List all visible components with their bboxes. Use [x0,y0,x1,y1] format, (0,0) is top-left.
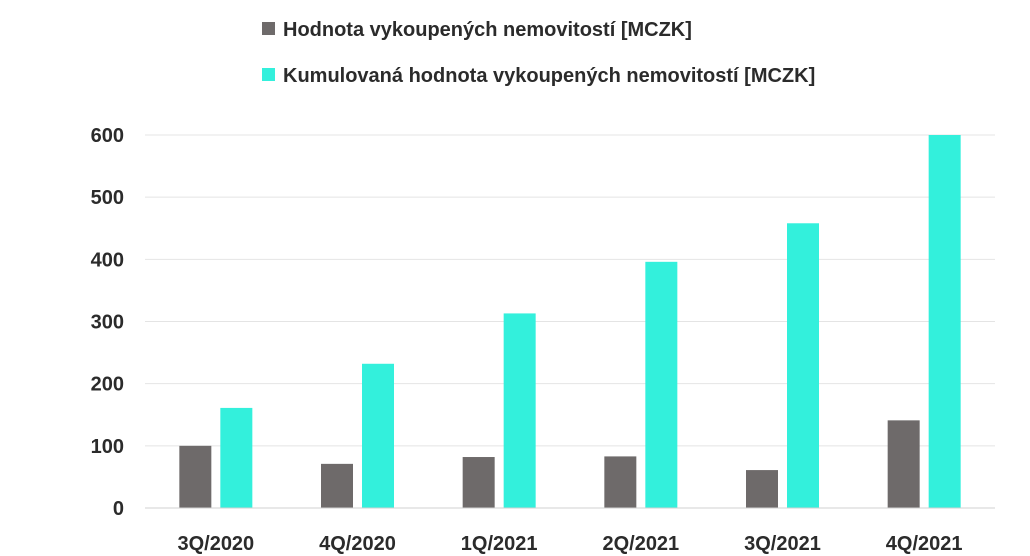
legend-swatch-2 [262,68,275,81]
bars [179,135,961,508]
y-tick-label: 300 [91,312,124,334]
x-tick-label: 2Q/2021 [602,533,679,555]
bar-hodnota-3Q/2021 [746,470,778,508]
x-tick-label: 3Q/2021 [744,533,821,555]
legend-item-1: Hodnota vykoupených nemovitostí [MCZK] [262,19,692,41]
bar-kumulovana-4Q/2021 [928,135,961,508]
x-tick-label: 1Q/2021 [461,533,538,555]
y-tick-label: 500 [91,187,124,209]
legend-label-2: Kumulovaná hodnota vykoupených nemovitos… [283,65,815,87]
y-tick-label: 200 [91,374,124,396]
legend-item-2: Kumulovaná hodnota vykoupených nemovitos… [262,65,815,87]
bar-hodnota-4Q/2021 [887,420,920,508]
bar-hodnota-1Q/2021 [462,457,495,508]
y-tick-label: 0 [113,498,124,520]
legend-swatch-1 [262,22,275,35]
bar-hodnota-3Q/2020 [179,445,212,508]
y-tick-label: 600 [91,125,124,147]
bar-kumulovana-1Q/2021 [503,313,536,508]
legend-label-1: Hodnota vykoupených nemovitostí [MCZK] [283,19,692,41]
bar-kumulovana-3Q/2021 [787,223,819,508]
grid-lines [145,134,995,447]
bar-hodnota-2Q/2021 [604,456,637,508]
x-tick-label: 3Q/2020 [177,533,254,555]
x-tick-label: 4Q/2020 [319,533,396,555]
bar-hodnota-4Q/2020 [321,463,353,508]
x-axis-tick-labels: 3Q/2020 4Q/2020 1Q/2021 2Q/2021 3Q/2021 4Q/20… [177,533,962,555]
x-tick-label: 4Q/2021 [886,533,963,555]
bar-kumulovana-4Q/2020 [362,363,394,508]
y-tick-label: 100 [91,436,124,458]
y-axis-tick-labels: 0 100 200 300 400 500 600 [91,125,124,520]
y-tick-label: 400 [91,249,124,271]
bar-kumulovana-3Q/2020 [220,407,253,508]
bar-kumulovana-2Q/2021 [645,261,678,508]
legend: Hodnota vykoupených nemovitostí [MCZK] K… [262,19,815,87]
